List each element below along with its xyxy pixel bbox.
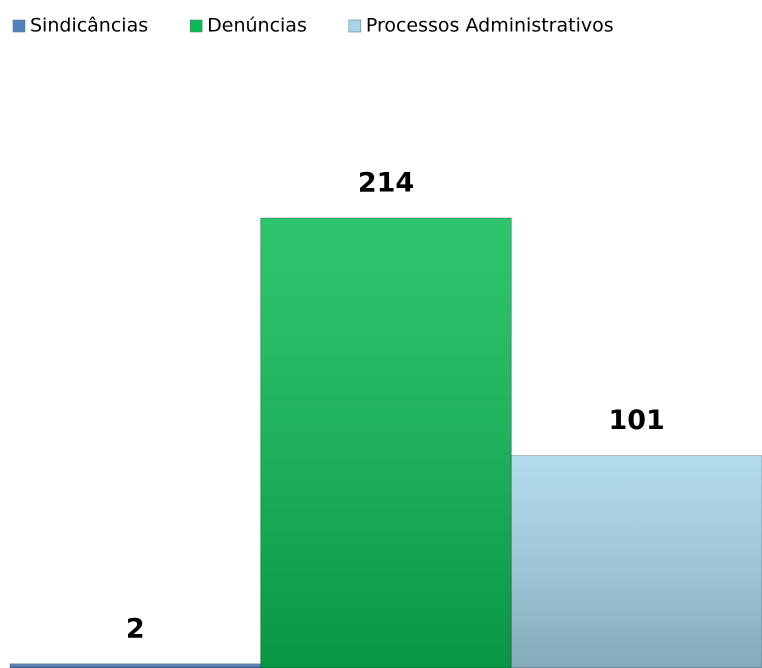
bar-shade: [510, 455, 762, 668]
legend-label: Processos Administrativos: [366, 15, 614, 37]
value-label: 214: [358, 168, 414, 199]
bar-shade: [9, 663, 262, 668]
plot-area: 2 214 101: [9, 168, 762, 668]
value-label: 101: [608, 405, 664, 436]
bar-shade: [260, 217, 512, 668]
legend-swatch: [189, 19, 203, 33]
legend-label: Denúncias: [207, 15, 307, 37]
legend: Sindicâncias Denúncias Processos Administr…: [12, 15, 614, 37]
legend-swatch: [348, 19, 362, 33]
legend-swatch: [12, 19, 26, 33]
value-label: 2: [126, 613, 145, 644]
legend-label: Sindicâncias: [30, 15, 148, 37]
